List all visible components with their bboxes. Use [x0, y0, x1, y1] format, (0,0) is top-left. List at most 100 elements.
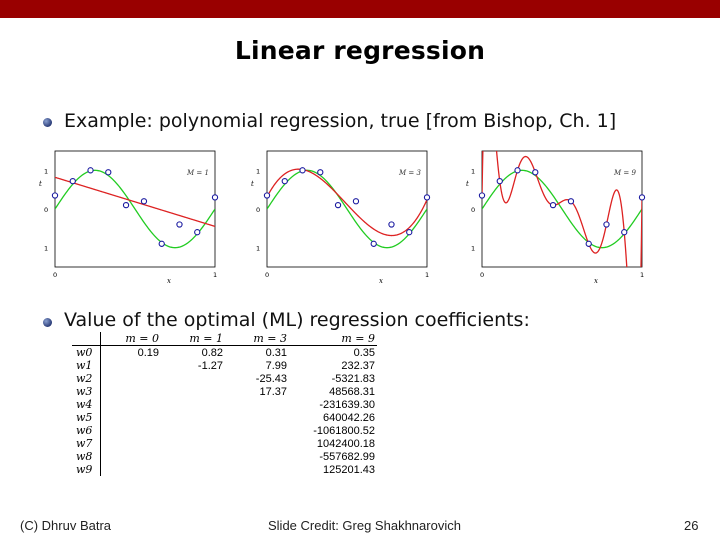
row-label: w3 — [72, 385, 101, 398]
x-tick-label: 0 — [480, 271, 484, 279]
row-label: w2 — [72, 372, 101, 385]
table-cell — [161, 398, 225, 411]
coefficients-table: m = 0 m = 1 m = 3 m = 9 w0 0.19 0.82 0.31 0.… — [72, 332, 377, 476]
legend-label: M = 9 — [613, 169, 636, 177]
row-label: w7 — [72, 437, 101, 450]
data-point — [87, 167, 94, 174]
table-cell — [101, 411, 162, 424]
table-cell — [101, 463, 162, 476]
table-cell: -231639.30 — [319, 398, 375, 411]
x-tick-label: 1 — [213, 271, 217, 279]
fit-curve — [482, 151, 642, 267]
data-point — [549, 201, 557, 209]
data-point — [194, 229, 201, 236]
data-point — [211, 194, 219, 201]
y-axis-label: t — [466, 180, 469, 188]
slide-title: Linear regression — [234, 36, 486, 65]
y-axis-label: t — [39, 180, 42, 188]
table-cell: 640042.26 — [323, 411, 375, 424]
table-row: w4 -231639.30 — [72, 398, 377, 411]
y-axis-label: t — [251, 180, 254, 188]
table-cell — [101, 385, 162, 398]
y-tick-label: 0 — [471, 206, 475, 214]
table-row: w8 -557682.99 — [72, 450, 377, 463]
data-point — [299, 167, 306, 174]
true-curve — [55, 169, 215, 249]
data-point — [585, 240, 592, 247]
table-cell — [101, 372, 162, 385]
table-cell — [225, 424, 289, 437]
table-cell — [161, 372, 225, 385]
table-cell: 48568.31 — [329, 385, 375, 398]
data-point — [621, 229, 628, 236]
row-label: w4 — [72, 398, 101, 411]
table-cell: -1.27 — [197, 359, 223, 372]
col-header: m = 3 — [225, 332, 289, 346]
data-point — [388, 221, 395, 228]
table-cell — [225, 437, 289, 450]
table-cell — [161, 463, 225, 476]
table-cell: 0.82 — [201, 346, 223, 359]
plot-frame — [54, 150, 216, 268]
table-cell: 1042400.18 — [316, 437, 375, 450]
table-row: w9 125201.43 — [72, 463, 377, 476]
row-label: w9 — [72, 463, 101, 476]
row-label: w5 — [72, 411, 101, 424]
table-cell — [161, 450, 225, 463]
y-tick-label: 1 — [44, 245, 48, 253]
data-point — [496, 178, 503, 185]
table-cell — [225, 463, 289, 476]
table-cell — [101, 424, 162, 437]
top-accent-bar — [0, 0, 720, 18]
data-point — [423, 194, 431, 201]
true-curve — [267, 169, 427, 249]
x-tick-label: 0 — [265, 271, 269, 279]
data-point — [334, 201, 342, 209]
data-point — [263, 192, 271, 199]
true-curve — [482, 169, 642, 249]
fit-curve — [267, 168, 427, 237]
table-row: w6 -1061800.52 — [72, 424, 377, 437]
table-cell — [225, 450, 289, 463]
table-row: w2 -25.43 -5321.83 — [72, 372, 377, 385]
row-label: w0 — [72, 345, 101, 359]
data-point — [638, 194, 646, 201]
row-label: w1 — [72, 359, 101, 372]
table-row: w5 640042.26 — [72, 411, 377, 424]
footer-credit: Slide Credit: Greg Shakhnarovich — [268, 518, 461, 533]
table-row: w7 1042400.18 — [72, 437, 377, 450]
table-cell — [101, 437, 162, 450]
table-cell: 0.35 — [353, 346, 375, 359]
col-header: m = 0 — [100, 332, 161, 346]
table-cell: 17.37 — [259, 385, 287, 398]
legend-label: M = 1 — [186, 169, 209, 177]
data-point — [370, 240, 377, 247]
table-row: w1 -1.27 7.99 232.37 — [72, 359, 377, 372]
legend-label: M = 3 — [398, 169, 421, 177]
table-cell: 232.37 — [341, 359, 375, 372]
data-point — [140, 198, 148, 205]
table-cell — [101, 398, 162, 411]
table-cell: 0.19 — [137, 346, 159, 359]
table-cell: 7.99 — [265, 359, 287, 372]
bullet-2-icon — [43, 318, 52, 327]
table-cell: -25.43 — [255, 372, 287, 385]
table-cell: -1061800.52 — [313, 424, 375, 437]
col-header: m = 9 — [289, 332, 377, 346]
x-axis-label: x — [167, 277, 171, 285]
table-cell: -5321.83 — [331, 372, 375, 385]
data-point — [105, 169, 112, 176]
data-point — [567, 198, 575, 205]
y-tick-label: 0 — [44, 206, 48, 214]
table-header-row: m = 0 m = 1 m = 3 m = 9 — [72, 332, 377, 346]
page-number: 26 — [684, 518, 699, 533]
y-tick-label: 1 — [44, 167, 48, 175]
table-cell — [161, 385, 225, 398]
row-label: w6 — [72, 424, 101, 437]
table-row: w0 0.19 0.82 0.31 0.35 — [72, 345, 377, 359]
data-point — [317, 169, 324, 176]
table-cell — [225, 411, 289, 424]
x-tick-label: 1 — [640, 271, 644, 279]
